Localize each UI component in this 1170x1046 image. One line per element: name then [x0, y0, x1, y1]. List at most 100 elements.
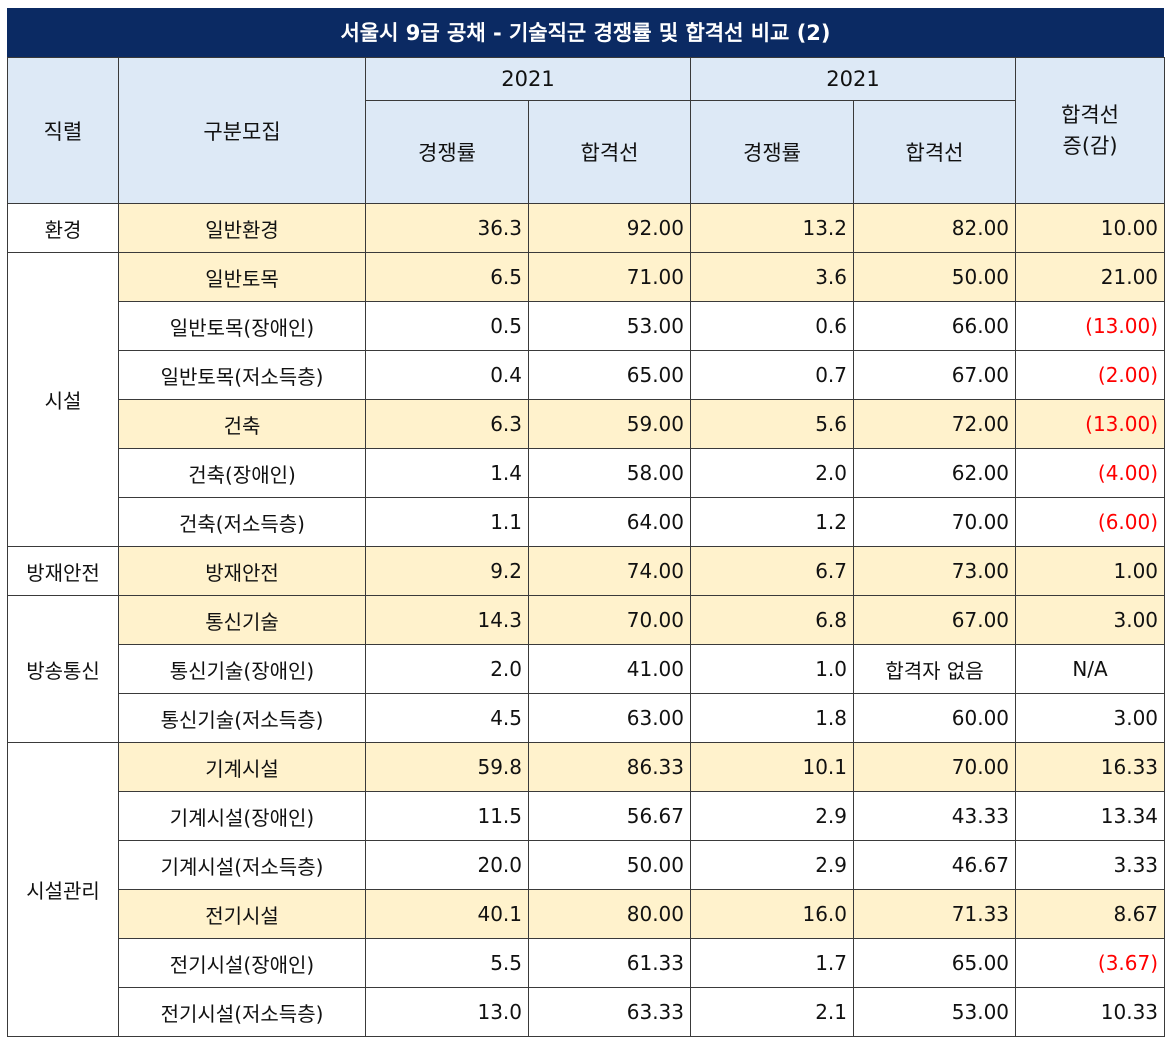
comparison-table: 직렬 구분모집 2021 2021 합격선 증(감) 경쟁률 합격선 경쟁률 합… [7, 57, 1166, 1037]
header-year-b: 2021 [690, 57, 1017, 101]
category-cell: 기계시설 [118, 742, 366, 792]
rate-b-cell: 6.8 [690, 595, 855, 645]
series-cell: 방송통신 [7, 595, 119, 743]
cut-b-cell: 67.00 [853, 350, 1017, 400]
header-cut-a: 합격선 [527, 100, 692, 204]
diff-cell: 8.67 [1015, 889, 1166, 939]
cut-a-cell: 80.00 [527, 889, 692, 939]
table-row: 통신기술(저소득층) 4.5 63.00 1.8 60.00 3.00 [8, 693, 1166, 743]
category-cell: 일반토목(장애인) [118, 301, 366, 351]
header-year-a: 2021 [364, 57, 692, 101]
rate-b-cell: 2.9 [690, 791, 855, 841]
table-row: 방재안전 방재안전 9.2 74.00 6.7 73.00 1.00 [7, 546, 1166, 596]
rate-a-cell: 36.3 [365, 203, 529, 253]
rate-a-cell: 5.5 [365, 938, 529, 988]
rate-a-cell: 13.0 [365, 987, 529, 1037]
category-cell: 일반토목(저소득층) [118, 350, 366, 400]
cut-b-cell: 50.00 [853, 252, 1017, 302]
rate-a-cell: 1.4 [365, 448, 529, 498]
diff-cell: (3.67) [1015, 938, 1166, 988]
diff-cell: (13.00) [1015, 399, 1166, 449]
category-cell: 통신기술 [118, 595, 366, 645]
category-cell: 일반토목 [118, 252, 366, 302]
rate-a-cell: 0.5 [365, 301, 529, 351]
rate-b-cell: 1.2 [690, 497, 855, 547]
diff-cell: 21.00 [1015, 252, 1166, 302]
rate-a-cell: 9.2 [365, 546, 529, 596]
cut-b-cell: 60.00 [853, 693, 1017, 743]
rate-b-cell: 2.9 [690, 840, 855, 890]
header-series: 직렬 [7, 57, 119, 204]
rate-b-cell: 0.7 [690, 350, 855, 400]
rate-b-cell: 2.1 [690, 987, 855, 1037]
rate-b-cell: 5.6 [690, 399, 855, 449]
table-header: 직렬 구분모집 2021 2021 합격선 증(감) 경쟁률 합격선 경쟁률 합… [7, 57, 1166, 204]
header-category: 구분모집 [118, 57, 366, 204]
table-row: 환경 일반환경 36.3 92.00 13.2 82.00 10.00 [7, 203, 1166, 253]
rate-b-cell: 16.0 [690, 889, 855, 939]
header-rate-b: 경쟁률 [690, 100, 855, 204]
table-row: 일반토목(저소득층) 0.4 65.00 0.7 67.00 (2.00) [8, 350, 1166, 400]
cut-b-cell: 43.33 [853, 791, 1017, 841]
diff-cell: 13.34 [1015, 791, 1166, 841]
cut-b-cell: 53.00 [853, 987, 1017, 1037]
cut-b-cell: 70.00 [853, 742, 1017, 792]
category-cell: 방재안전 [118, 546, 366, 596]
rate-a-cell: 1.1 [365, 497, 529, 547]
table-row: 통신기술(장애인) 2.0 41.00 1.0 합격자 없음 N/A [8, 644, 1166, 694]
diff-cell: N/A [1015, 644, 1166, 694]
cut-a-cell: 70.00 [527, 595, 692, 645]
rate-a-cell: 11.5 [365, 791, 529, 841]
rate-b-cell: 10.1 [690, 742, 855, 792]
series-cell: 환경 [7, 203, 119, 253]
table-title: 서울시 9급 공채 - 기술직군 경쟁률 및 합격선 비교 (2) [7, 8, 1164, 57]
header-diff-line1: 합격선 [1061, 103, 1120, 128]
table-row: 방송통신 통신기술 14.3 70.00 6.8 67.00 3.00 [7, 595, 1166, 743]
diff-cell: (13.00) [1015, 301, 1166, 351]
rate-b-cell: 1.7 [690, 938, 855, 988]
table-row: 전기시설 40.1 80.00 16.0 71.33 8.67 [8, 889, 1166, 939]
header-rate-a: 경쟁률 [365, 100, 529, 204]
header-diff: 합격선 증(감) [1015, 57, 1166, 204]
cut-a-cell: 74.00 [527, 546, 692, 596]
rate-a-cell: 0.4 [365, 350, 529, 400]
cut-b-cell: 67.00 [853, 595, 1017, 645]
cut-a-cell: 61.33 [527, 938, 692, 988]
rate-a-cell: 40.1 [365, 889, 529, 939]
table-row: 건축(장애인) 1.4 58.00 2.0 62.00 (4.00) [8, 448, 1166, 498]
category-cell: 일반환경 [118, 203, 366, 253]
cut-b-cell: 46.67 [853, 840, 1017, 890]
table-row: 건축(저소득층) 1.1 64.00 1.2 70.00 (6.00) [8, 497, 1166, 547]
cut-b-cell: 71.33 [853, 889, 1017, 939]
cut-a-cell: 63.00 [527, 693, 692, 743]
series-cell: 시설 [7, 252, 119, 547]
category-cell: 건축 [118, 399, 366, 449]
diff-cell: 3.00 [1015, 693, 1166, 743]
cut-a-cell: 64.00 [527, 497, 692, 547]
rate-b-cell: 1.0 [690, 644, 855, 694]
series-cell: 시설관리 [7, 742, 119, 1037]
category-cell: 기계시설(저소득층) [118, 840, 366, 890]
table-row: 기계시설(저소득층) 20.0 50.00 2.9 46.67 3.33 [8, 840, 1166, 890]
category-cell: 전기시설 [118, 889, 366, 939]
table-row: 시설 일반토목 6.5 71.00 3.6 50.00 21.00 [7, 252, 1166, 547]
rate-b-cell: 1.8 [690, 693, 855, 743]
cut-a-cell: 71.00 [527, 252, 692, 302]
table-row: 시설관리 기계시설 59.8 86.33 10.1 70.00 16.33 [7, 742, 1166, 1037]
diff-cell: 10.33 [1015, 987, 1166, 1037]
rate-b-cell: 6.7 [690, 546, 855, 596]
rate-b-cell: 13.2 [690, 203, 855, 253]
diff-cell: 10.00 [1015, 203, 1166, 253]
rate-b-cell: 2.0 [690, 448, 855, 498]
cut-b-cell: 70.00 [853, 497, 1017, 547]
rate-a-cell: 59.8 [365, 742, 529, 792]
cut-b-cell: 62.00 [853, 448, 1017, 498]
rate-b-cell: 0.6 [690, 301, 855, 351]
diff-cell: (2.00) [1015, 350, 1166, 400]
category-cell: 통신기술(장애인) [118, 644, 366, 694]
cut-a-cell: 65.00 [527, 350, 692, 400]
rate-b-cell: 3.6 [690, 252, 855, 302]
cut-a-cell: 53.00 [527, 301, 692, 351]
table-row: 기계시설(장애인) 11.5 56.67 2.9 43.33 13.34 [8, 791, 1166, 841]
header-cut-b: 합격선 [853, 100, 1017, 204]
